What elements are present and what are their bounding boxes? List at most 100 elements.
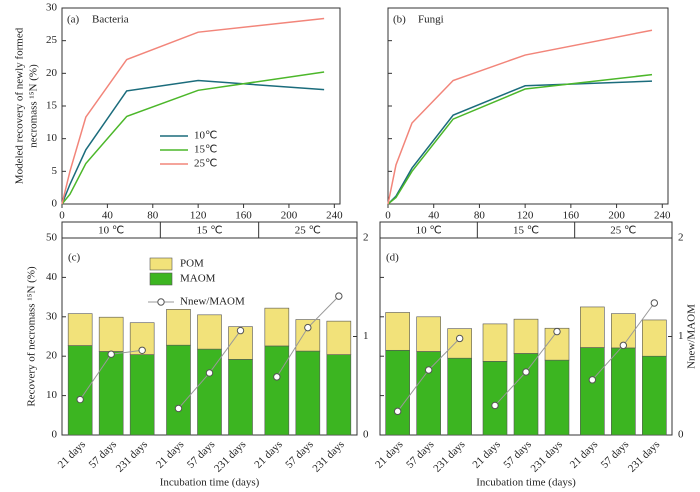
x-tick-label: 231 days	[529, 438, 565, 474]
x-tick-label: 231 days	[431, 438, 467, 474]
x-tick-label: 21 days	[373, 438, 405, 470]
y2-tick-label: 1	[678, 330, 684, 342]
panel-label: (c)	[68, 252, 81, 264]
ratio-point	[304, 323, 312, 332]
bar-segment	[580, 306, 605, 348]
x-tick-label: 231 days	[626, 438, 662, 474]
y-tick-label: 30	[46, 2, 58, 14]
x-tick-label: 80	[147, 210, 159, 222]
x-tick-label: 240	[654, 210, 671, 222]
bar-segment	[295, 350, 321, 436]
bar-segment	[513, 318, 539, 354]
y-tick-label: 10	[46, 132, 58, 144]
y2-tick-label: 2	[678, 232, 684, 244]
legend-label: MAOM	[180, 273, 216, 285]
ratio-point	[424, 366, 433, 374]
ratio-point	[335, 292, 343, 300]
y-axis-label: Recovery of necromass ¹⁵N (%)	[26, 266, 38, 407]
panel-label: (d)	[386, 252, 399, 264]
bar-segment	[326, 320, 352, 355]
bar-segment	[197, 348, 222, 436]
ratio-point	[236, 326, 245, 335]
bar-segment	[264, 345, 290, 436]
bar-segment	[228, 359, 253, 436]
x-tick-label: 200	[281, 210, 298, 222]
bar-segment	[482, 361, 508, 436]
bar-segment	[482, 323, 508, 362]
x-tick-label: 21 days	[470, 438, 502, 470]
legend-label: Nnew/MAOM	[180, 296, 245, 308]
legend-label: 15℃	[194, 144, 217, 156]
x-tick-label: 231 days	[212, 438, 248, 474]
x-tick-label: 40	[102, 210, 114, 222]
bar-segment	[197, 314, 222, 350]
y-axis-label: Modeled recovery of newly formed	[14, 27, 26, 184]
series-line	[61, 17, 325, 205]
ratio-point	[553, 327, 561, 336]
ratio-point	[588, 376, 597, 384]
panel-title: Fungi	[418, 14, 444, 26]
legend-swatch	[149, 272, 173, 286]
series-line	[61, 71, 325, 205]
y-axis-label: necromass ¹⁵N (%)	[28, 64, 40, 148]
y-tick-label: 20	[46, 350, 58, 362]
bar-segment	[67, 345, 93, 436]
y-tick-label: 25	[46, 34, 58, 46]
ratio-point	[174, 404, 183, 413]
legend-label: 10℃	[194, 130, 217, 142]
bar-segment	[264, 307, 290, 347]
bar-segment	[447, 357, 472, 436]
x-axis-label: Incubation time (days)	[476, 477, 576, 489]
ratio-point	[619, 341, 628, 350]
ratio-point	[273, 373, 281, 381]
y2-tick-label: 2	[363, 232, 369, 244]
bar-segment	[544, 359, 570, 436]
legend-swatch	[149, 257, 173, 271]
bar-segment	[513, 353, 539, 436]
x-tick-label: 21 days	[154, 438, 186, 470]
bar-segment	[166, 309, 191, 346]
x-tick-label: 160	[563, 210, 580, 222]
x-tick-label: 40	[428, 210, 440, 222]
ratio-point	[107, 350, 115, 358]
panel-title: Bacteria	[92, 14, 129, 26]
group-label: 15 ℃	[513, 225, 539, 237]
plot-frame	[387, 7, 669, 205]
x-tick-label: 160	[235, 210, 252, 222]
y-tick-label: 30	[46, 310, 58, 322]
bar-segment	[580, 347, 605, 436]
bar-segment	[166, 344, 191, 436]
legend-swatch	[157, 298, 165, 306]
x-tick-label: 240	[326, 210, 343, 222]
ratio-point	[205, 369, 214, 377]
group-label: 10 ℃	[98, 225, 124, 237]
bar-segment	[416, 316, 441, 352]
bar-segment	[416, 351, 441, 436]
x-tick-label: 231 days	[114, 438, 150, 474]
y-tick-label: 50	[46, 232, 58, 244]
group-label: 15 ℃	[196, 225, 222, 237]
ratio-point	[522, 368, 530, 376]
legend-label: POM	[180, 258, 204, 270]
group-label: 25 ℃	[610, 225, 636, 237]
plot-frame	[61, 7, 341, 205]
ratio-point	[455, 334, 464, 343]
y2-tick-label: 1	[363, 330, 369, 342]
y2-axis-label: Nnew/MAOM	[686, 304, 698, 369]
y-tick-label: 0	[52, 198, 58, 210]
legend-label: 25℃	[194, 158, 217, 170]
y-tick-label: 10	[46, 389, 58, 401]
x-tick-label: 21 days	[252, 438, 284, 470]
bar-segment	[642, 355, 667, 436]
x-axis-label: Incubation time (days)	[160, 477, 260, 489]
bar-segment	[67, 313, 93, 346]
panel-label: (b)	[393, 14, 406, 26]
y-tick-label: 0	[52, 429, 58, 441]
y2-tick-label: 0	[678, 429, 684, 441]
y2-tick-label: 0	[363, 429, 369, 441]
x-tick-label: 120	[517, 210, 534, 222]
bar-segment	[447, 328, 472, 359]
bar-segment	[98, 316, 124, 352]
ratio-point	[491, 401, 499, 410]
x-tick-label: 0	[59, 210, 65, 222]
